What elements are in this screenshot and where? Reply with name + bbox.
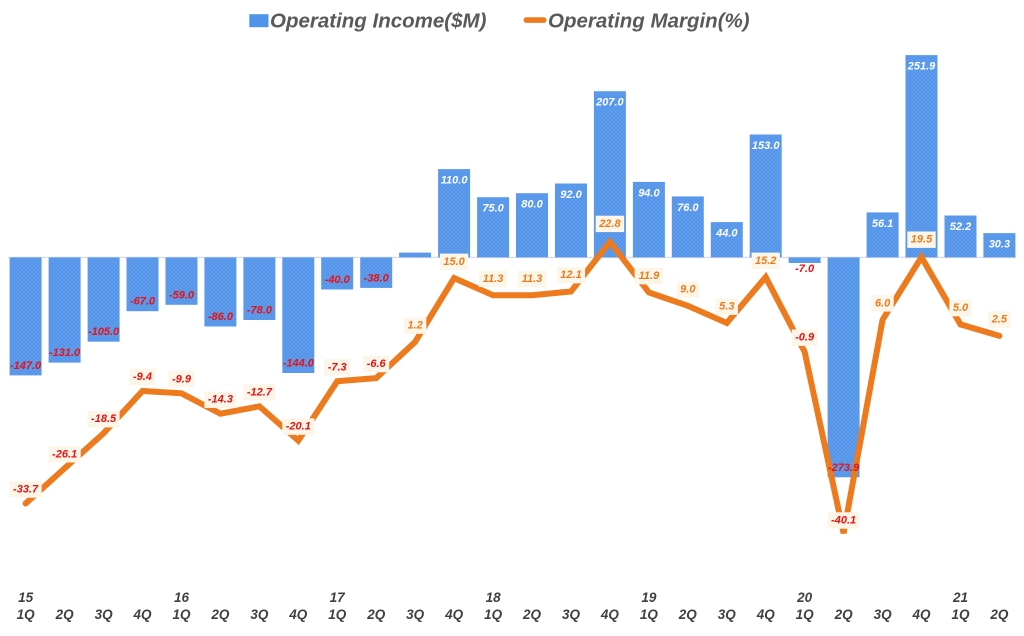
svg-text:-9.4: -9.4	[133, 371, 152, 383]
svg-text:207.0: 207.0	[595, 97, 624, 109]
svg-text:92.0: 92.0	[560, 189, 582, 201]
svg-text:2Q: 2Q	[522, 607, 542, 622]
svg-text:2Q: 2Q	[210, 607, 230, 622]
svg-text:-38.0: -38.0	[364, 272, 390, 284]
svg-text:2Q: 2Q	[989, 607, 1009, 622]
svg-text:22.8: 22.8	[598, 218, 621, 230]
svg-text:3Q: 3Q	[250, 607, 269, 622]
svg-text:-7.0: -7.0	[795, 263, 815, 275]
svg-text:11.3: 11.3	[483, 273, 504, 285]
svg-text:-86.0: -86.0	[208, 311, 234, 323]
svg-text:52.2: 52.2	[950, 221, 971, 233]
svg-text:44.0: 44.0	[715, 228, 738, 240]
svg-text:4Q: 4Q	[911, 607, 931, 622]
svg-text:1Q: 1Q	[328, 607, 347, 622]
svg-text:5.3: 5.3	[719, 301, 734, 313]
svg-text:4Q: 4Q	[756, 607, 776, 622]
svg-text:-33.7: -33.7	[13, 484, 39, 496]
svg-text:1.2: 1.2	[407, 320, 422, 332]
svg-text:251.9: 251.9	[907, 61, 936, 73]
svg-text:110.0: 110.0	[441, 175, 469, 187]
svg-text:15.0: 15.0	[443, 256, 465, 268]
svg-text:-20.1: -20.1	[286, 421, 311, 433]
svg-text:-40.0: -40.0	[325, 274, 351, 286]
svg-text:3Q: 3Q	[874, 607, 893, 622]
svg-text:9.0: 9.0	[680, 284, 696, 296]
svg-text:16: 16	[174, 590, 190, 605]
svg-text:-144.0: -144.0	[283, 358, 315, 370]
svg-text:5.0: 5.0	[953, 302, 969, 314]
svg-text:1Q: 1Q	[484, 607, 503, 622]
svg-text:80.0: 80.0	[521, 199, 543, 211]
svg-text:-12.7: -12.7	[247, 386, 273, 398]
svg-text:-0.9: -0.9	[795, 332, 815, 344]
svg-text:3Q: 3Q	[406, 607, 425, 622]
svg-text:30.3: 30.3	[989, 239, 1010, 251]
svg-text:-18.5: -18.5	[91, 413, 117, 425]
svg-text:11.3: 11.3	[522, 273, 543, 285]
svg-text:2Q: 2Q	[834, 607, 854, 622]
svg-text:4Q: 4Q	[288, 607, 308, 622]
svg-text:-273.9: -273.9	[828, 462, 860, 474]
svg-text:4Q: 4Q	[132, 607, 152, 622]
svg-text:-147.0: -147.0	[10, 360, 42, 372]
svg-text:15: 15	[18, 590, 34, 605]
svg-text:-14.3: -14.3	[208, 394, 233, 406]
svg-text:1Q: 1Q	[640, 607, 659, 622]
svg-text:6.0: 6.0	[875, 297, 891, 309]
svg-text:1Q: 1Q	[172, 607, 191, 622]
svg-text:2Q: 2Q	[678, 607, 698, 622]
svg-text:-78.0: -78.0	[247, 305, 273, 317]
svg-text:2Q: 2Q	[55, 607, 75, 622]
svg-text:19: 19	[641, 590, 657, 605]
svg-text:1Q: 1Q	[951, 607, 970, 622]
svg-text:20: 20	[796, 590, 813, 605]
svg-text:94.0: 94.0	[638, 187, 660, 199]
svg-text:Operating Income($M): Operating Income($M)	[270, 9, 487, 32]
svg-text:-59.0: -59.0	[169, 289, 195, 301]
svg-text:2Q: 2Q	[366, 607, 386, 622]
svg-text:1Q: 1Q	[796, 607, 815, 622]
svg-text:3Q: 3Q	[562, 607, 581, 622]
svg-text:153.0: 153.0	[752, 140, 780, 152]
svg-text:1Q: 1Q	[17, 607, 36, 622]
svg-text:-67.0: -67.0	[130, 296, 156, 308]
svg-text:56.1: 56.1	[872, 218, 893, 230]
svg-text:3Q: 3Q	[718, 607, 737, 622]
svg-text:2.5: 2.5	[991, 314, 1008, 326]
svg-text:-40.1: -40.1	[831, 515, 856, 527]
svg-text:3Q: 3Q	[95, 607, 114, 622]
svg-text:4Q: 4Q	[444, 607, 464, 622]
svg-text:-7.3: -7.3	[328, 361, 347, 373]
svg-text:17: 17	[330, 590, 347, 605]
svg-text:21: 21	[952, 590, 968, 605]
svg-text:-105.0: -105.0	[88, 326, 120, 338]
svg-text:4Q: 4Q	[600, 607, 620, 622]
svg-text:-26.1: -26.1	[52, 448, 77, 460]
svg-text:-6.6: -6.6	[367, 358, 387, 370]
svg-text:18: 18	[486, 590, 502, 605]
svg-text:15.2: 15.2	[755, 255, 776, 267]
svg-text:12.1: 12.1	[560, 269, 581, 281]
svg-text:11.9: 11.9	[639, 270, 660, 282]
svg-text:-9.9: -9.9	[172, 373, 192, 385]
svg-text:-131.0: -131.0	[49, 347, 81, 359]
svg-text:76.0: 76.0	[677, 202, 699, 214]
svg-text:Operating Margin(%): Operating Margin(%)	[548, 9, 750, 32]
svg-text:19.5: 19.5	[911, 234, 933, 246]
svg-text:75.0: 75.0	[482, 203, 504, 215]
